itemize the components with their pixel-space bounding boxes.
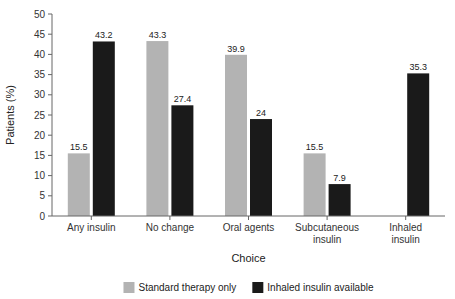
x-axis: Any insulin No change Oral agents Subcutane…: [52, 216, 445, 245]
x-tick-label-line: Subcutaneous: [295, 222, 359, 233]
x-tick-label: Inhaledinsulin: [389, 222, 422, 245]
y-tick-label: 40: [34, 49, 46, 60]
bar: [93, 41, 115, 216]
bar: [225, 55, 247, 216]
y-tick: [48, 195, 52, 196]
y-tick-label: 20: [34, 130, 46, 141]
bar: [329, 184, 351, 216]
data-label: 15.5: [306, 142, 324, 152]
bar: [68, 153, 90, 216]
x-tick-label-line: insulin: [313, 234, 341, 245]
y-tick: [48, 115, 52, 116]
bars: [68, 41, 429, 216]
y-tick-label: 45: [34, 29, 46, 40]
data-labels: 15.5 43.3 39.9 15.5 43.2 27.4 24 7.9 35.3: [70, 30, 427, 183]
data-label: 43.2: [95, 30, 113, 40]
x-tick-label: No change: [146, 222, 195, 233]
y-tick-label: 30: [34, 89, 46, 100]
data-label: 15.5: [70, 142, 88, 152]
y-tick-label: 5: [39, 190, 45, 201]
chart-container: 0 5 10 15 20 25 30 35 40 45 50 Patients (%) 15.5 43.3…: [0, 0, 455, 299]
x-tick-label: Subcutaneousinsulin: [295, 222, 359, 245]
bar: [146, 41, 168, 216]
y-tick-label: 50: [34, 9, 46, 20]
y-tick: [48, 175, 52, 176]
x-tick-label-line: Any insulin: [67, 222, 115, 233]
legend-swatch: [123, 282, 134, 293]
data-label: 27.4: [174, 94, 192, 104]
bar: [250, 119, 272, 216]
data-label: 43.3: [149, 30, 167, 40]
y-tick: [48, 216, 52, 217]
y-tick: [48, 155, 52, 156]
y-tick-label: 25: [34, 110, 46, 121]
x-tick: [248, 216, 249, 220]
bar: [407, 73, 429, 216]
y-tick-label: 15: [34, 150, 46, 161]
y-tick: [48, 135, 52, 136]
y-tick: [48, 34, 52, 35]
data-label: 39.9: [227, 44, 245, 54]
y-tick: [48, 74, 52, 75]
y-axis-line: [52, 14, 53, 216]
bar: [304, 153, 326, 216]
legend-swatch: [252, 282, 263, 293]
y-tick-label: 35: [34, 69, 46, 80]
x-tick-label-line: insulin: [392, 234, 420, 245]
chart-svg: 0 5 10 15 20 25 30 35 40 45 50 Patients (%) 15.5 43.3…: [0, 0, 455, 299]
x-tick: [405, 216, 406, 220]
x-tick: [327, 216, 328, 220]
y-tick-label: 0: [39, 211, 45, 222]
data-label: 35.3: [409, 62, 427, 72]
legend: Standard therapy only Inhaled insulin ava…: [123, 282, 373, 293]
x-tick-label: Any insulin: [67, 222, 115, 233]
legend-label: Inhaled insulin available: [267, 282, 374, 293]
x-tick: [169, 216, 170, 220]
x-tick-label-line: Inhaled: [389, 222, 422, 233]
data-label: 24: [256, 108, 266, 118]
page: {"chart_data": {"type": "bar", "xlabel":…: [0, 0, 455, 299]
bar: [171, 105, 193, 216]
x-tick: [91, 216, 92, 220]
y-tick: [48, 54, 52, 55]
x-tick-label-line: No change: [146, 222, 195, 233]
y-axis: 0 5 10 15 20 25 30 35 40 45 50: [34, 9, 52, 222]
legend-item: Inhaled insulin available: [252, 282, 374, 293]
x-tick-label-line: Oral agents: [223, 222, 275, 233]
y-tick: [48, 14, 52, 15]
legend-label: Standard therapy only: [138, 282, 236, 293]
legend-item: Standard therapy only: [123, 282, 236, 293]
x-tick-label: Oral agents: [223, 222, 275, 233]
data-label: 7.9: [333, 173, 346, 183]
y-tick: [48, 94, 52, 95]
y-axis-label: Patients (%): [4, 85, 16, 145]
x-axis-label: Choice: [231, 252, 265, 264]
y-tick-label: 10: [34, 170, 46, 181]
